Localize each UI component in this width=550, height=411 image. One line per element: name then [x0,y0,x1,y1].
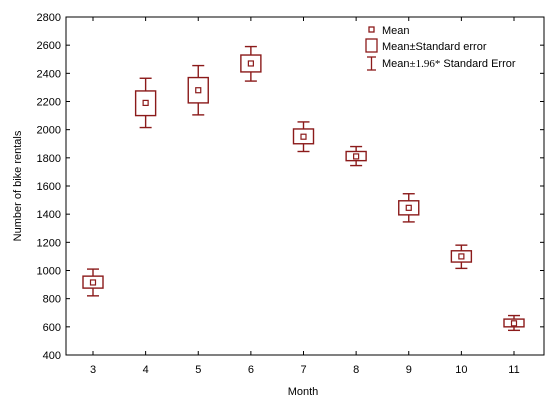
y-tick-label: 1000 [37,266,61,278]
mean-marker [353,153,360,160]
x-tick-label: 3 [90,364,96,376]
y-tick-label: 2600 [37,40,61,52]
box-group [134,77,157,129]
y-tick-label: 2000 [37,125,61,137]
legend-mean-symbol [368,26,375,33]
y-axis-label: Number of bike rentals [12,130,24,241]
legend-ci-suffix: Standard Error [440,58,516,70]
x-tick-label: 8 [353,364,359,376]
y-tick-label: 1400 [37,209,61,221]
box-group [240,45,262,82]
box-group [503,314,525,332]
y-tick-label: 1200 [37,237,61,249]
x-axis-label: Month [288,386,319,398]
legend-ci-symbol [367,56,376,71]
legend: Mean Mean±Standard error Mean±1.96* Stan… [365,25,516,71]
box-group [398,193,420,223]
x-tick-label: 5 [195,364,201,376]
x-tick-label: 4 [143,364,149,376]
x-axis: 3 4 5 6 7 8 9 10 11 [90,17,520,376]
se-box [398,200,420,216]
plot-area [82,45,525,332]
mean-marker [458,253,465,260]
mean-marker [247,60,254,67]
y-tick-label: 600 [43,322,61,334]
se-box [187,76,209,104]
se-box [503,318,525,328]
x-tick-label: 7 [300,364,306,376]
mean-marker [195,87,202,94]
box-group [292,121,315,153]
se-box [345,150,367,162]
y-tick-label: 800 [43,294,61,306]
y-tick-label: 2200 [37,97,61,109]
y-tick-label: 2800 [37,12,61,24]
mean-marker [142,99,149,107]
legend-ci-prefix: Mean [382,58,410,70]
y-tick-label: 2400 [37,68,61,80]
se-box [240,54,262,73]
x-tick-label: 11 [508,364,519,376]
se-box [82,275,104,289]
mean-marker [300,133,307,140]
box-group [82,268,104,297]
mean-marker [89,279,97,286]
x-tick-label: 6 [248,364,254,376]
y-tick-label: 1800 [37,153,61,165]
legend-se-label: Mean±Standard error [382,41,487,53]
mean-marker [405,204,412,211]
se-box [292,128,315,145]
x-tick-label: 9 [406,364,412,376]
x-tick-label: 10 [455,364,467,376]
y-axis: 400 600 800 1000 1200 1400 1600 1800 2000 2200 240… [37,12,544,362]
legend-ci-label: Mean±1.96* Standard Error [382,58,516,70]
y-tick-label: 400 [43,350,61,362]
se-box [450,250,473,263]
mean-marker [510,320,518,327]
legend-se-symbol [365,38,378,53]
se-box [134,90,157,117]
legend-mean-label: Mean [382,25,410,37]
legend-ci-symbol-text: ±1.96* [410,58,441,70]
box-group [187,64,209,116]
box-group [450,244,473,270]
box-group [345,145,367,167]
y-tick-label: 1600 [37,181,61,193]
